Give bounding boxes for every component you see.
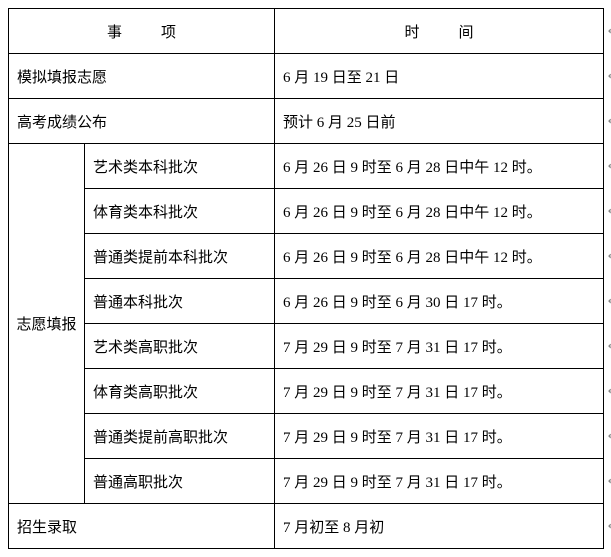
schedule-table: 事 项 时 间 ↵ 模拟填报志愿 6 月 19 日至 21 日 ↵ 高考成绩公布… (8, 8, 604, 549)
time-cell: 7 月 29 日 9 时至 7 月 31 日 17 时。↵ (275, 459, 604, 504)
time-text: 7 月 29 日 9 时至 7 月 31 日 17 时。 (275, 369, 603, 413)
table-row: 普通类提前高职批次 7 月 29 日 9 时至 7 月 31 日 17 时。↵ (9, 414, 604, 459)
time-text: 7 月初至 8 月初 (275, 504, 603, 548)
time-text: 预计 6 月 25 日前 (275, 99, 603, 143)
time-cell: 6 月 26 日 9 时至 6 月 28 日中午 12 时。↵ (275, 189, 604, 234)
time-cell: 预计 6 月 25 日前 ↵ (275, 99, 604, 144)
time-text: 7 月 29 日 9 时至 7 月 31 日 17 时。 (275, 324, 603, 368)
item-cell: 高考成绩公布 (9, 99, 275, 144)
table-row: 体育类本科批次 6 月 26 日 9 时至 6 月 28 日中午 12 时。↵ (9, 189, 604, 234)
time-cell: 7 月 29 日 9 时至 7 月 31 日 17 时。↵ (275, 324, 604, 369)
fill-label-text: 志愿填报 (9, 313, 84, 334)
item-text: 普通高职批次 (85, 459, 274, 503)
table-row: 高考成绩公布 预计 6 月 25 日前 ↵ (9, 99, 604, 144)
time-cell: 6 月 26 日 9 时至 6 月 30 日 17 时。↵ (275, 279, 604, 324)
item-cell: 模拟填报志愿 (9, 54, 275, 99)
table-row: 艺术类高职批次 7 月 29 日 9 时至 7 月 31 日 17 时。↵ (9, 324, 604, 369)
item-text: 普通类提前本科批次 (85, 234, 274, 278)
header-item-cell: 事 项 (9, 9, 275, 54)
item-text: 高考成绩公布 (9, 99, 274, 143)
item-text: 体育类高职批次 (85, 369, 274, 413)
item-text: 艺术类本科批次 (85, 144, 274, 188)
item-cell: 普通高职批次 (85, 459, 275, 504)
time-text: 6 月 26 日 9 时至 6 月 28 日中午 12 时。 (275, 144, 603, 188)
item-cell: 艺术类高职批次 (85, 324, 275, 369)
time-text: 6 月 19 日至 21 日 (275, 54, 603, 98)
table-row: 普通本科批次 6 月 26 日 9 时至 6 月 30 日 17 时。↵ (9, 279, 604, 324)
item-cell: 体育类高职批次 (85, 369, 275, 414)
item-text: 招生录取 (9, 504, 274, 548)
item-text: 普通本科批次 (85, 279, 274, 323)
item-cell: 普通本科批次 (85, 279, 275, 324)
item-cell: 艺术类本科批次 (85, 144, 275, 189)
time-cell: 6 月 19 日至 21 日 ↵ (275, 54, 604, 99)
item-text: 体育类本科批次 (85, 189, 274, 233)
header-time-cell: 时 间 ↵ (275, 9, 604, 54)
time-cell: 6 月 26 日 9 时至 6 月 28 日中午 12 时。↵ (275, 234, 604, 279)
time-text: 7 月 29 日 9 时至 7 月 31 日 17 时。 (275, 414, 603, 458)
time-text: 7 月 29 日 9 时至 7 月 31 日 17 时。 (275, 459, 603, 503)
table-row: 招生录取 7 月初至 8 月初 ↵ (9, 504, 604, 549)
time-cell: 7 月 29 日 9 时至 7 月 31 日 17 时。↵ (275, 414, 604, 459)
fill-label-cell: 志愿填报 (9, 144, 85, 504)
schedule-table-container: 事 项 时 间 ↵ 模拟填报志愿 6 月 19 日至 21 日 ↵ 高考成绩公布… (8, 8, 603, 549)
item-text: 普通类提前高职批次 (85, 414, 274, 458)
item-cell: 普通类提前本科批次 (85, 234, 275, 279)
table-row: 普通高职批次 7 月 29 日 9 时至 7 月 31 日 17 时。↵ (9, 459, 604, 504)
time-text: 6 月 26 日 9 时至 6 月 28 日中午 12 时。 (275, 189, 603, 233)
table-row: 普通类提前本科批次 6 月 26 日 9 时至 6 月 28 日中午 12 时。… (9, 234, 604, 279)
time-cell: 6 月 26 日 9 时至 6 月 28 日中午 12 时。 ↵ (275, 144, 604, 189)
item-cell: 招生录取 (9, 504, 275, 549)
header-time-text: 时 间 (275, 9, 603, 53)
item-text: 艺术类高职批次 (85, 324, 274, 368)
time-text: 6 月 26 日 9 时至 6 月 28 日中午 12 时。 (275, 234, 603, 278)
table-header-row: 事 项 时 间 ↵ (9, 9, 604, 54)
table-row: 模拟填报志愿 6 月 19 日至 21 日 ↵ (9, 54, 604, 99)
item-cell: 普通类提前高职批次 (85, 414, 275, 459)
table-row: 志愿填报 艺术类本科批次 6 月 26 日 9 时至 6 月 28 日中午 12… (9, 144, 604, 189)
table-row: 体育类高职批次 7 月 29 日 9 时至 7 月 31 日 17 时。↵ (9, 369, 604, 414)
item-text: 模拟填报志愿 (9, 54, 274, 98)
time-text: 6 月 26 日 9 时至 6 月 30 日 17 时。 (275, 279, 603, 323)
header-item-text: 事 项 (9, 9, 274, 53)
item-cell: 体育类本科批次 (85, 189, 275, 234)
time-cell: 7 月 29 日 9 时至 7 月 31 日 17 时。↵ (275, 369, 604, 414)
time-cell: 7 月初至 8 月初 ↵ (275, 504, 604, 549)
